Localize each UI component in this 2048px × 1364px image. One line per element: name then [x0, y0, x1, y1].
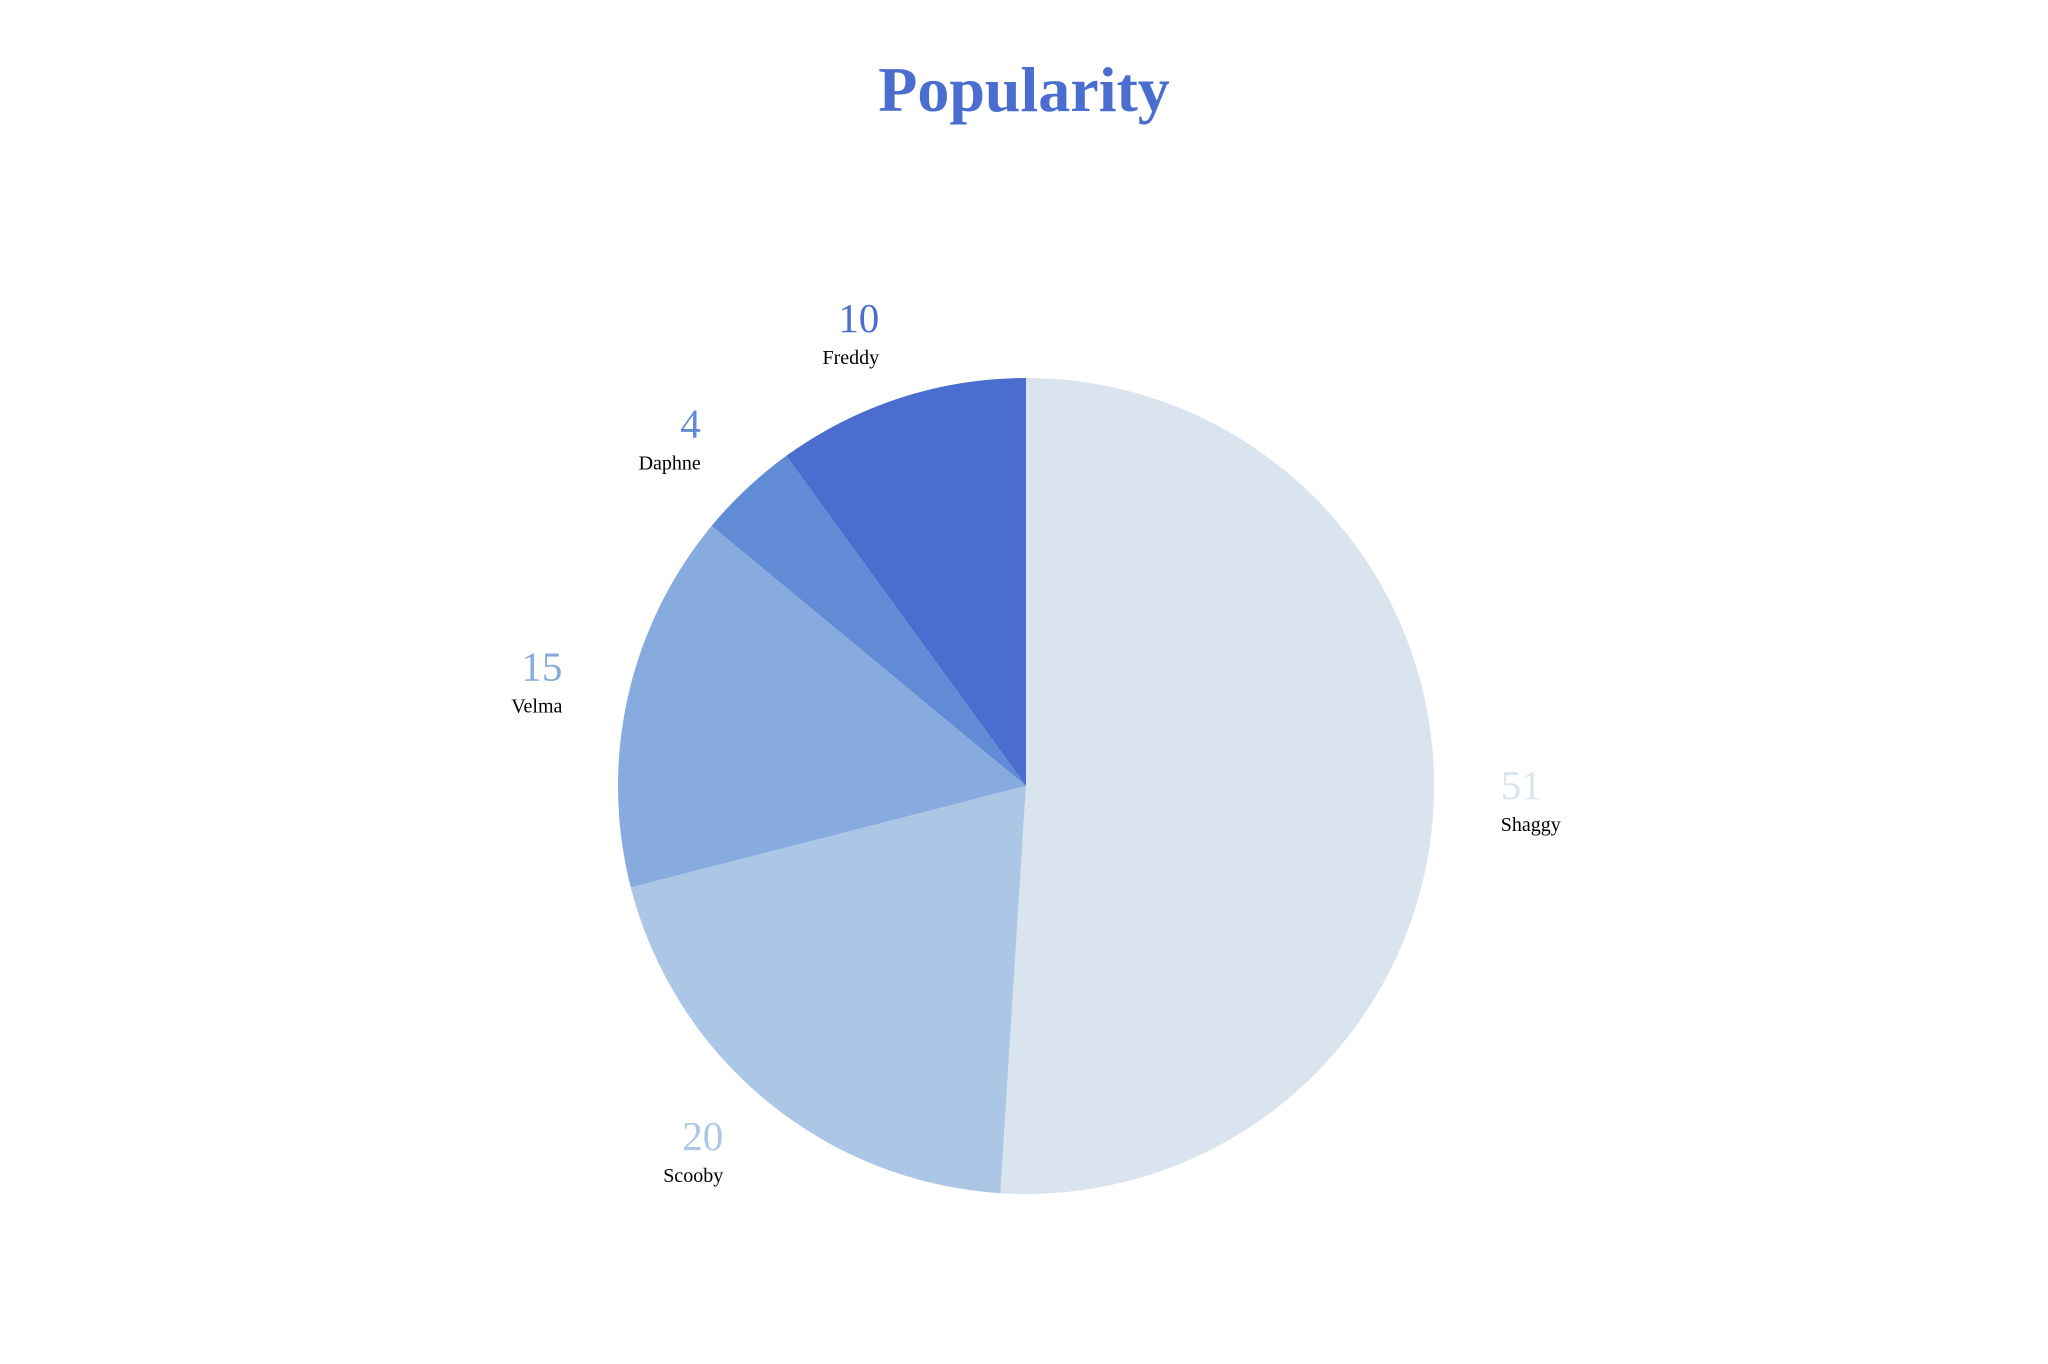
- pie-slice-velma: [618, 525, 1026, 888]
- name-label-scooby: Scooby: [663, 1165, 723, 1187]
- value-label-velma: 15: [521, 643, 562, 689]
- pie-slice-freddy: [786, 378, 1026, 786]
- pie-slices: [618, 377, 1435, 1194]
- value-label-freddy: 10: [838, 295, 879, 341]
- pie-slice-scooby: [630, 786, 1026, 1194]
- chart-title: Popularity: [878, 54, 1170, 125]
- name-label-shaggy: Shaggy: [1501, 814, 1561, 836]
- pie-slice-shaggy: [1000, 377, 1435, 1194]
- value-label-shaggy: 51: [1501, 762, 1542, 808]
- value-label-scooby: 20: [682, 1113, 723, 1159]
- pie-labels: 10 Freddy 4 Daphne 15 Velma 20 Scooby 51 Shaggy: [511, 295, 1560, 1187]
- name-label-freddy: Freddy: [823, 347, 880, 369]
- pie-slice-daphne: [711, 455, 1026, 786]
- value-label-daphne: 4: [680, 401, 701, 447]
- name-label-velma: Velma: [511, 695, 562, 717]
- name-label-daphne: Daphne: [639, 453, 701, 475]
